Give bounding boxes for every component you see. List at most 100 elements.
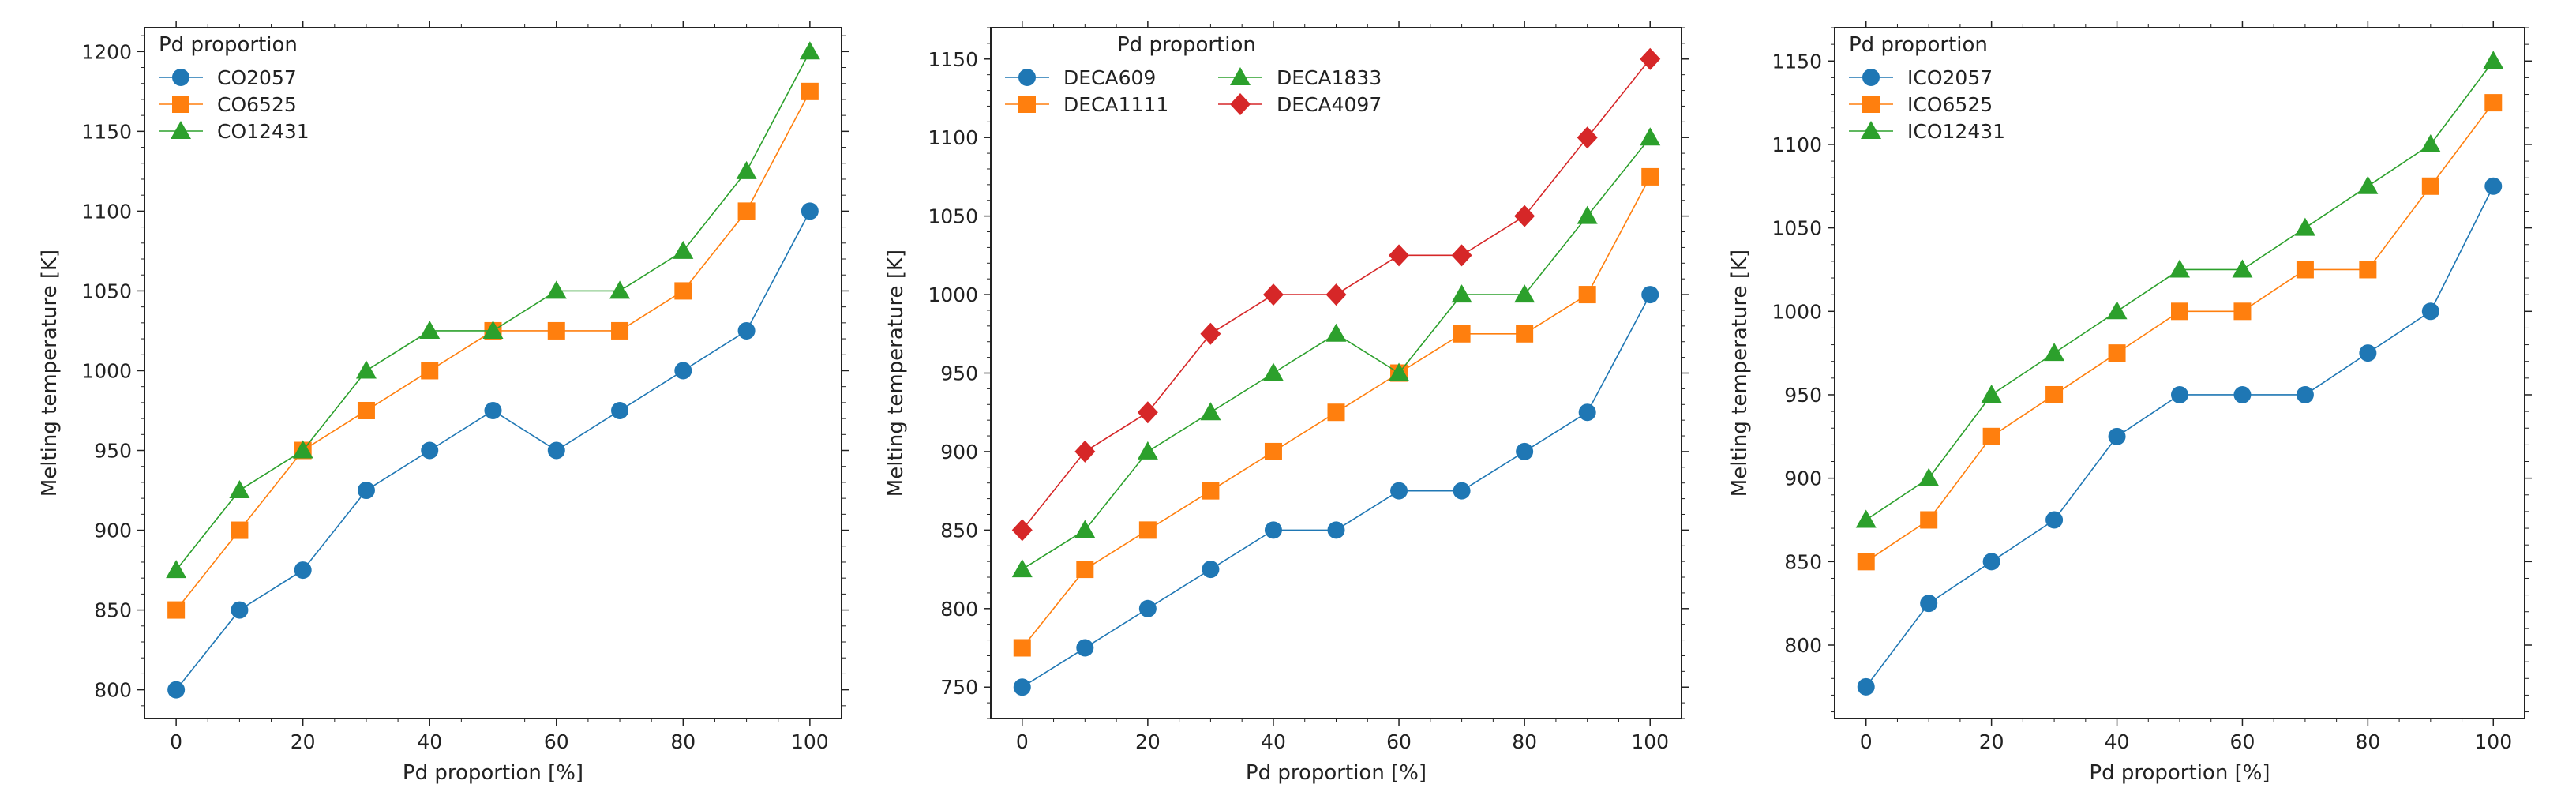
legend-label: CO12431 bbox=[217, 120, 309, 143]
x-axis-label: Pd proportion [%] bbox=[2089, 761, 2270, 785]
data-point bbox=[2045, 511, 2064, 529]
series-DECA1833 bbox=[1011, 127, 1661, 578]
y-tick-label: 900 bbox=[94, 520, 132, 542]
y-tick-label: 950 bbox=[1784, 384, 1822, 407]
y-tick-label: 950 bbox=[940, 362, 978, 385]
data-point bbox=[1920, 595, 1938, 613]
data-point bbox=[1325, 283, 1347, 306]
x-tick-label: 60 bbox=[2230, 730, 2255, 753]
data-point bbox=[1262, 283, 1284, 306]
plot-frame bbox=[990, 27, 1682, 719]
y-axis-label: Melting temperature [K] bbox=[38, 250, 62, 497]
data-point bbox=[1389, 244, 1410, 267]
data-point bbox=[2484, 177, 2503, 195]
x-tick-label: 0 bbox=[1860, 730, 1873, 753]
data-point bbox=[1264, 521, 1282, 539]
legend-marker bbox=[1861, 121, 1881, 139]
data-point bbox=[357, 482, 375, 500]
data-point bbox=[2045, 385, 2064, 403]
data-point bbox=[1641, 286, 1659, 304]
x-tick-label: 20 bbox=[1135, 730, 1161, 753]
data-point bbox=[2108, 344, 2126, 362]
y-tick-label: 1050 bbox=[81, 280, 132, 302]
x-tick-label: 60 bbox=[544, 730, 569, 753]
data-point bbox=[166, 560, 187, 579]
data-point bbox=[2420, 133, 2441, 152]
y-tick-label: 1000 bbox=[1772, 300, 1822, 323]
y-tick-label: 1050 bbox=[1772, 217, 1822, 240]
data-point bbox=[2421, 302, 2439, 321]
data-point bbox=[2232, 259, 2253, 278]
y-tick-label: 800 bbox=[1784, 634, 1822, 657]
data-point bbox=[1011, 559, 1033, 578]
series-CO6525 bbox=[167, 82, 819, 619]
data-point bbox=[1641, 167, 1659, 186]
x-tick-label: 80 bbox=[2355, 730, 2380, 753]
y-tick-label: 750 bbox=[940, 676, 978, 699]
data-point bbox=[1264, 442, 1282, 460]
y-tick-label: 1100 bbox=[928, 126, 978, 149]
legend-title: Pd proportion bbox=[159, 33, 298, 57]
data-point bbox=[1514, 205, 1535, 227]
legend-marker bbox=[1230, 93, 1251, 115]
data-point bbox=[1202, 561, 1220, 579]
data-point bbox=[1578, 403, 1596, 422]
data-point bbox=[1138, 599, 1157, 617]
data-point bbox=[546, 280, 567, 299]
data-point bbox=[2233, 302, 2252, 321]
x-tick-label: 100 bbox=[791, 730, 829, 753]
legend-item-DECA4097: DECA4097 bbox=[1218, 93, 1382, 116]
legend-marker bbox=[1862, 96, 1880, 113]
legend-label: CO6525 bbox=[217, 93, 297, 116]
x-tick-label: 60 bbox=[1386, 730, 1412, 753]
legend-item-CO6525: CO6525 bbox=[159, 93, 297, 116]
y-tick-label: 850 bbox=[94, 599, 132, 622]
data-point bbox=[609, 280, 631, 299]
data-point bbox=[1138, 521, 1157, 539]
legend-item-ICO6525: ICO6525 bbox=[1849, 93, 1993, 116]
data-point bbox=[355, 360, 377, 379]
data-point bbox=[294, 561, 312, 580]
data-point bbox=[673, 240, 694, 259]
legend-label: DECA1833 bbox=[1277, 66, 1382, 89]
legend-item-DECA1111: DECA1111 bbox=[1005, 93, 1168, 116]
series-ICO12431 bbox=[1855, 51, 2504, 528]
data-point bbox=[1325, 323, 1347, 342]
y-axis-label: Melting temperature [K] bbox=[1728, 250, 1752, 497]
data-point bbox=[2421, 177, 2439, 195]
series-ICO6525 bbox=[1857, 94, 2503, 571]
data-point bbox=[1327, 403, 1345, 422]
series-ICO2057 bbox=[1857, 177, 2503, 696]
series-CO2057 bbox=[167, 202, 819, 699]
data-point bbox=[1514, 284, 1535, 303]
data-point bbox=[2171, 302, 2188, 321]
legend-marker bbox=[172, 69, 189, 86]
legend-item-DECA609: DECA609 bbox=[1005, 66, 1156, 89]
y-axis-label: Melting temperature [K] bbox=[884, 250, 908, 497]
data-point bbox=[1200, 402, 1221, 421]
y-tick-label: 800 bbox=[94, 679, 132, 702]
plot-frame bbox=[1834, 27, 2525, 719]
data-point bbox=[229, 480, 250, 499]
data-point bbox=[231, 601, 249, 619]
legend-title: Pd proportion bbox=[1849, 33, 1988, 57]
y-tick-label: 1200 bbox=[81, 40, 132, 63]
legend-marker bbox=[1230, 67, 1251, 85]
data-point bbox=[421, 362, 439, 380]
data-point bbox=[1262, 362, 1284, 381]
legend: Pd proportion CO2057 CO6525 CO12431 bbox=[159, 33, 309, 143]
data-point bbox=[2483, 51, 2504, 69]
chart-panel-2: 0 20 40 60 80 100 750 800 850 900 950 1000 1050 1100 1… bbox=[884, 21, 1689, 785]
data-point bbox=[1013, 639, 1031, 657]
data-point bbox=[1451, 244, 1472, 267]
data-point bbox=[1920, 511, 1938, 529]
legend-label: ICO12431 bbox=[1907, 120, 2005, 143]
data-point bbox=[1578, 286, 1596, 304]
data-point bbox=[421, 441, 439, 460]
legend-label: CO2057 bbox=[217, 66, 297, 89]
legend-item-ICO2057: ICO2057 bbox=[1849, 66, 1993, 89]
data-point bbox=[1857, 553, 1875, 571]
data-point bbox=[1577, 126, 1598, 149]
data-point bbox=[2044, 343, 2065, 362]
data-point bbox=[547, 321, 565, 340]
